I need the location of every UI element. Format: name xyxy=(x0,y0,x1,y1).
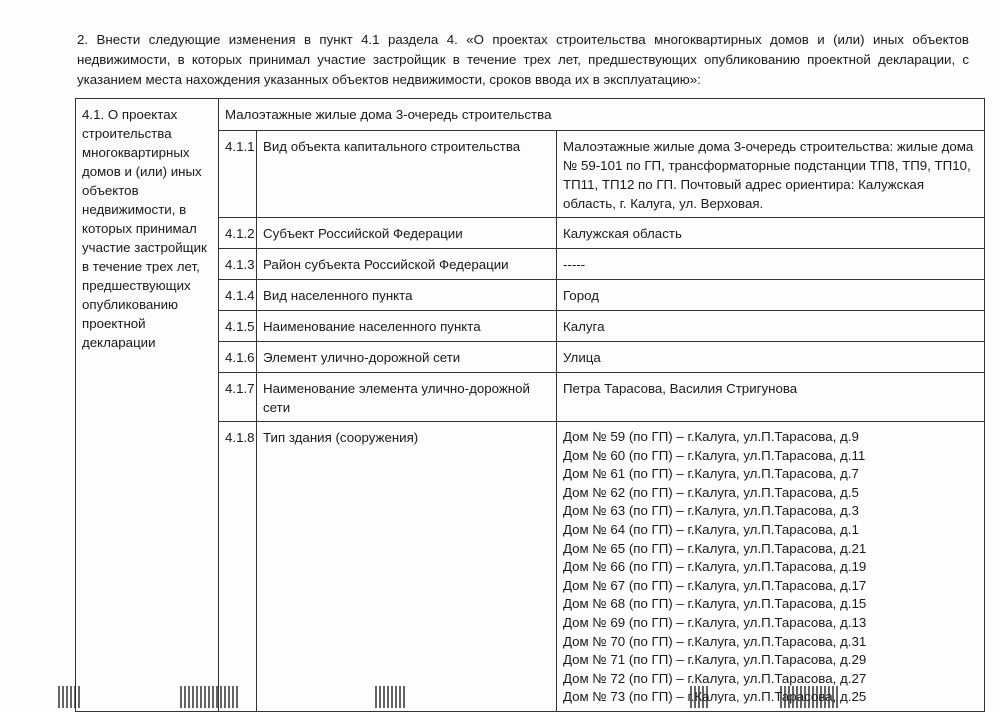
row-label: Вид населенного пункта xyxy=(256,279,557,311)
list-item: Дом № 73 (по ГП) – г.Калуга, ул.П.Тарасо… xyxy=(563,689,867,705)
table-row: 4.1.1 Вид объекта капитального строительс… xyxy=(76,130,985,218)
list-item: Дом № 64 (по ГП) – г.Калуга, ул.П.Тарасо… xyxy=(563,521,859,537)
row-value-list: Дом № 59 (по ГП) – г.Калуга, ул.П.Тарасо… xyxy=(556,421,985,712)
row-label: Тип здания (сооружения) xyxy=(256,421,557,712)
list-item: Дом № 68 (по ГП) – г.Калуга, ул.П.Тарасо… xyxy=(563,596,867,612)
table-row: 4.1.2 Субъект Российской Федерации Калужск… xyxy=(76,217,985,249)
table-row: 4.1.8 Тип здания (сооружения) Дом № 59 (по… xyxy=(76,421,985,712)
list-item: Дом № 63 (по ГП) – г.Калуга, ул.П.Тарасо… xyxy=(563,503,859,519)
row-value: ----- xyxy=(556,248,985,280)
intro-paragraph: 2. Внести следующие изменения в пункт 4.… xyxy=(77,32,969,88)
table-row: 4.1.6 Элемент улично-дорожной сети Улица xyxy=(76,341,985,373)
row-label: Вид объекта капитального строительства xyxy=(256,130,557,218)
list-item: Дом № 71 (по ГП) – г.Калуга, ул.П.Тарасо… xyxy=(563,652,867,668)
list-item: Дом № 65 (по ГП) – г.Калуга, ул.П.Тарасо… xyxy=(563,540,867,556)
table-row: 4.1.3 Район субъекта Российской Федерации… xyxy=(76,248,985,280)
row-value: Город xyxy=(556,279,985,311)
list-item: Дом № 70 (по ГП) – г.Калуга, ул.П.Тарасо… xyxy=(563,633,867,649)
row-number: 4.1.4 xyxy=(218,279,257,311)
table-row: 4.1.4 Вид населенного пункта Город xyxy=(76,279,985,311)
row-value: Улица xyxy=(556,341,985,373)
row-label: Наименование населенного пункта xyxy=(256,310,557,342)
scan-marks xyxy=(58,686,80,708)
row-value: Калуга xyxy=(556,310,985,342)
row-number: 4.1.6 xyxy=(218,341,257,373)
scan-marks xyxy=(180,686,240,708)
row-number: 4.1.8 xyxy=(218,421,257,712)
list-item: Дом № 72 (по ГП) – г.Калуга, ул.П.Тарасо… xyxy=(563,670,867,686)
projects-table: 4.1. О проектах строительства многокварт… xyxy=(75,98,985,712)
scan-marks xyxy=(780,686,840,708)
row-number: 4.1.7 xyxy=(218,372,257,422)
table-row: 4.1.7 Наименование элемента улично-дорожн… xyxy=(76,372,985,422)
row-number: 4.1.5 xyxy=(218,310,257,342)
list-item: Дом № 62 (по ГП) – г.Калуга, ул.П.Тарасо… xyxy=(563,484,859,500)
row-value: Петра Тарасова, Василия Стригунова xyxy=(556,372,985,422)
row-value: Малоэтажные жилые дома 3-очередь строите… xyxy=(556,130,985,218)
scan-marks xyxy=(690,686,710,708)
list-item: Дом № 61 (по ГП) – г.Калуга, ул.П.Тарасо… xyxy=(563,466,859,482)
table-header: Малоэтажные жилые дома 3-очередь строите… xyxy=(218,98,985,131)
section-label: 4.1. О проектах строительства многокварт… xyxy=(75,98,219,712)
scan-marks xyxy=(375,686,405,708)
list-item: Дом № 67 (по ГП) – г.Калуга, ул.П.Тарасо… xyxy=(563,577,867,593)
list-item: Дом № 59 (по ГП) – г.Калуга, ул.П.Тарасо… xyxy=(563,429,859,444)
row-number: 4.1.1 xyxy=(218,130,257,218)
row-label: Район субъекта Российской Федерации xyxy=(256,248,557,280)
list-item: Дом № 69 (по ГП) – г.Калуга, ул.П.Тарасо… xyxy=(563,614,867,630)
row-label: Элемент улично-дорожной сети xyxy=(256,341,557,373)
row-number: 4.1.3 xyxy=(218,248,257,280)
table-header-row: 4.1. О проектах строительства многокварт… xyxy=(75,98,985,712)
list-item: Дом № 60 (по ГП) – г.Калуга, ул.П.Тарасо… xyxy=(563,447,866,463)
table-row: 4.1.5 Наименование населенного пункта Калу… xyxy=(76,310,985,342)
row-label: Наименование элемента улично-дорожной се… xyxy=(256,372,557,422)
row-value: Калужская область xyxy=(556,217,985,249)
list-item: Дом № 66 (по ГП) – г.Калуга, ул.П.Тарасо… xyxy=(563,559,867,575)
row-number: 4.1.2 xyxy=(218,217,257,249)
row-label: Субъект Российской Федерации xyxy=(256,217,557,249)
